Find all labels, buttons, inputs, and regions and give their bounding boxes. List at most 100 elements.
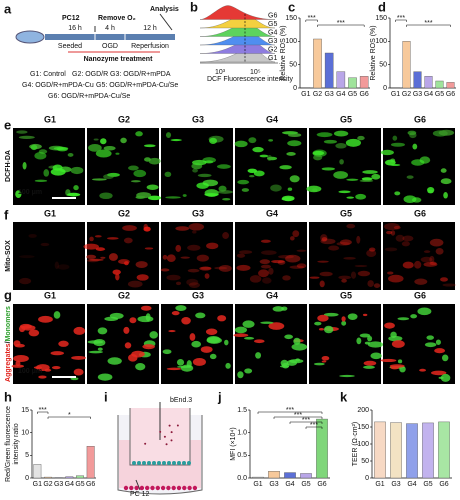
cell [106, 237, 119, 240]
x-tick-label: 10³ [215, 69, 226, 76]
cell [355, 193, 367, 200]
cell [14, 343, 25, 348]
cell [175, 244, 182, 252]
bar [316, 418, 328, 479]
bar [422, 422, 434, 479]
significance-bracket [47, 416, 91, 419]
cell [321, 167, 335, 171]
cell [281, 197, 294, 201]
cell [233, 333, 249, 338]
cell [164, 171, 172, 178]
y-tick-label: 1.0 [237, 430, 247, 437]
cell [323, 139, 337, 144]
duration: 12 h [143, 25, 157, 32]
significance-bracket [317, 24, 365, 27]
cell [268, 322, 285, 330]
cell [104, 316, 119, 322]
column-label: G3 [192, 290, 204, 300]
cell [285, 254, 301, 263]
cell [393, 225, 401, 230]
cell [33, 366, 43, 369]
significance-label: *** [397, 15, 405, 22]
particle [168, 424, 171, 427]
cell [371, 173, 381, 180]
label-part: Monomers [5, 306, 12, 342]
panel-label: c [288, 0, 295, 14]
row-label: DCFH-DA [5, 150, 12, 182]
cell [306, 185, 322, 193]
cell [431, 370, 447, 376]
timeline [45, 34, 175, 40]
cell [73, 326, 86, 335]
cell [367, 335, 373, 342]
cell [86, 254, 97, 260]
cell-label: bEnd.3 [170, 397, 192, 404]
y-tick-label: 1.5 [237, 407, 247, 414]
cell [321, 237, 328, 242]
cell [129, 485, 134, 491]
cell [362, 313, 368, 317]
x-tick-label: G5 [75, 481, 84, 488]
cell [135, 363, 146, 371]
cell [281, 306, 288, 311]
particle [170, 431, 173, 434]
cell [414, 260, 422, 269]
y-tick-label: 150 [357, 424, 369, 431]
cell [122, 225, 137, 231]
cell [206, 242, 219, 250]
particle [163, 435, 166, 438]
cell [166, 485, 171, 491]
cell [412, 143, 418, 150]
cell [268, 139, 274, 142]
cell [103, 145, 116, 151]
panel-label: e [4, 117, 11, 132]
cell [237, 371, 244, 379]
cell [38, 315, 53, 323]
cell [225, 362, 231, 369]
x-tick-label: G3 [391, 481, 400, 488]
cell [359, 179, 374, 182]
cell [92, 178, 107, 181]
cell [345, 138, 361, 147]
cell [354, 264, 368, 267]
significance-label: *** [39, 407, 47, 414]
bar [446, 82, 455, 89]
cell [128, 165, 139, 171]
cell [147, 461, 151, 465]
bar [44, 476, 52, 479]
cell [180, 364, 194, 372]
cell [217, 315, 227, 322]
cell [321, 360, 327, 363]
cell [279, 165, 292, 170]
cell [160, 485, 166, 491]
cell [296, 263, 307, 269]
group-label: G6 [268, 12, 277, 19]
x-axis-title: DCF Fluorescence intensity [207, 76, 293, 83]
cell [390, 142, 405, 147]
cell [150, 485, 155, 491]
cell [260, 264, 271, 269]
bar [76, 475, 84, 479]
cell [162, 254, 168, 260]
cell [440, 178, 452, 185]
cell [97, 347, 103, 351]
cell [188, 223, 205, 231]
bar [390, 422, 402, 479]
cell [236, 253, 246, 258]
cell [402, 235, 414, 242]
cell [136, 192, 152, 199]
group-legend: G1: Control [30, 71, 66, 78]
cell [260, 239, 271, 243]
column-label: G1 [44, 208, 56, 218]
cell [357, 270, 371, 277]
column-label: G1 [44, 290, 56, 300]
group-label: G4 [268, 29, 277, 36]
cell [384, 159, 396, 166]
cell [253, 170, 265, 177]
cell [34, 179, 48, 183]
x-tick-label: 10⁵ [250, 69, 261, 76]
cell [339, 374, 355, 378]
cell [268, 267, 274, 275]
cell [30, 144, 38, 151]
